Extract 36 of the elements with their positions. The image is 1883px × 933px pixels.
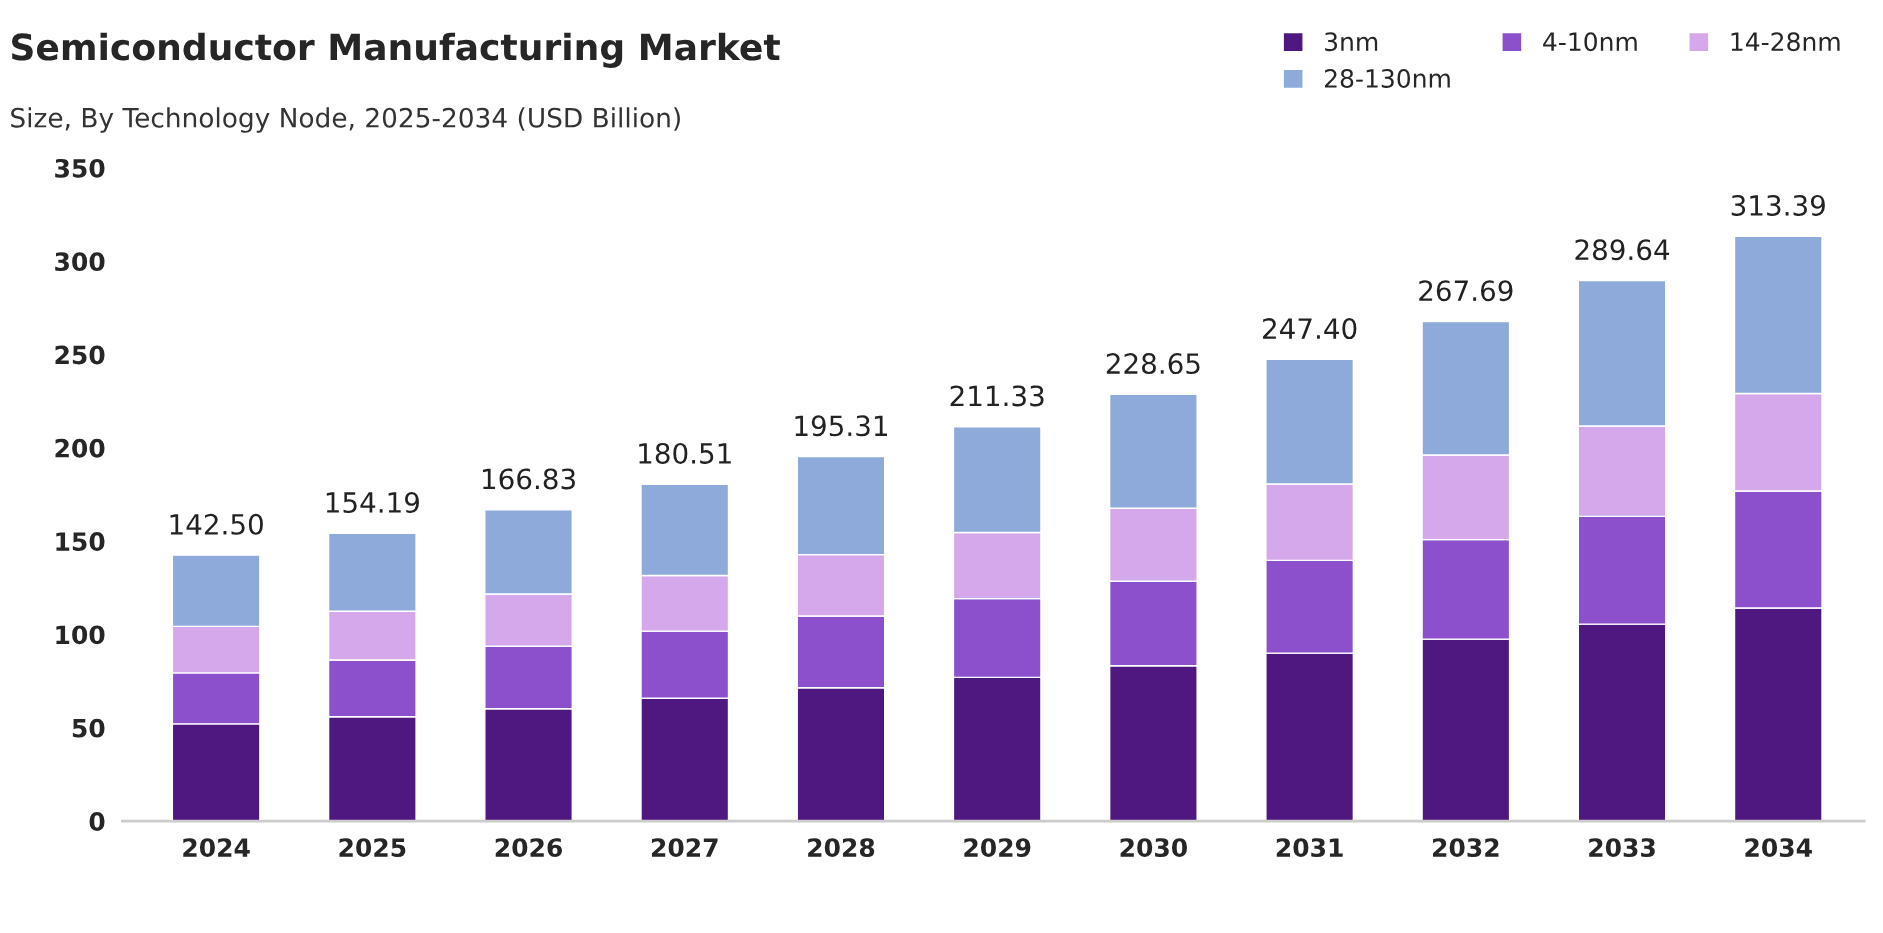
- legend-label: 14-28nm: [1731, 32, 1840, 52]
- total-label: 195.31: [795, 415, 888, 437]
- x-tick-label: 2029: [964, 838, 1031, 858]
- total-label: 166.83: [483, 468, 575, 490]
- total-label: 228.65: [1106, 353, 1200, 375]
- x-tick-label: 2025: [339, 838, 406, 858]
- x-tick-label: 2027: [651, 838, 718, 858]
- total-label: 180.51: [639, 442, 731, 464]
- total-label: 267.69: [1419, 280, 1513, 302]
- total-label: 313.39: [1731, 194, 1825, 216]
- x-tick-label: 2028: [808, 838, 875, 858]
- y-tick-label: 100: [56, 625, 105, 645]
- x-tick-label: 2032: [1433, 838, 1499, 858]
- y-tick-label: 150: [56, 532, 105, 551]
- x-tick-label: 2024: [183, 838, 250, 858]
- y-tick-label: 0: [89, 811, 105, 831]
- y-tick-label: 250: [55, 345, 105, 365]
- total-label: 247.40: [1263, 318, 1357, 340]
- x-tick-label: 2034: [1745, 838, 1812, 858]
- x-tick-label: 2033: [1589, 838, 1655, 858]
- y-tick-label: 300: [55, 252, 105, 272]
- legend-label: 4-10nm: [1543, 32, 1637, 52]
- total-label: 142.50: [170, 513, 263, 535]
- total-label: 289.64: [1575, 239, 1670, 261]
- x-tick-label: 2031: [1276, 838, 1343, 858]
- chart-subtitle: Size, By Technology Node, 2025-2034 (USD Billion): [11, 107, 680, 133]
- y-tick-label: 200: [55, 438, 105, 458]
- legend-label: 28-130nm: [1324, 68, 1450, 88]
- y-tick-label: 350: [55, 158, 105, 178]
- total-label: 211.33: [950, 385, 1044, 407]
- legend-label: 3nm: [1325, 32, 1378, 52]
- total-label: 154.19: [326, 492, 419, 514]
- y-tick-label: 50: [72, 718, 105, 738]
- x-tick-label: 2030: [1120, 838, 1187, 858]
- chart-title: Semiconductor Manufacturing Market: [12, 32, 780, 68]
- x-tick-label: 2026: [495, 838, 562, 858]
